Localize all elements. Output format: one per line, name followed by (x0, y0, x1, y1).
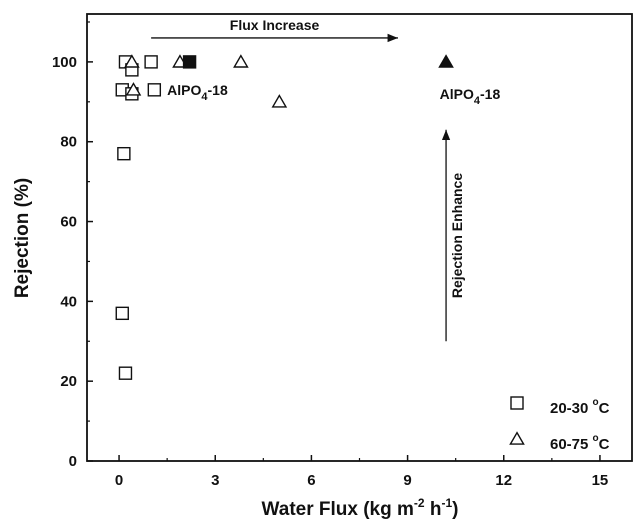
legend: 20-30 oC 60-75 oC (509, 396, 610, 453)
data-point-open-square (118, 366, 133, 380)
legend-marker-open-square (510, 396, 524, 410)
data-point-filled-triangle (438, 54, 454, 68)
x-tick-label: 15 (592, 472, 609, 489)
y-tick-label: 0 (69, 453, 77, 470)
annotation-label: AlPO4-18 (167, 82, 228, 103)
x-axis: 0 3 6 9 12 15 (115, 455, 608, 489)
data-point-open-square (115, 306, 129, 321)
data-point-open-triangle (124, 54, 140, 68)
data-point-open-square (147, 83, 162, 97)
legend-marker-open-triangle (509, 431, 525, 445)
x-tick-label: 0 (115, 472, 123, 489)
annotation-label: AlPO4-18 (440, 86, 501, 107)
annotation-label: Rejection Enhance (449, 173, 465, 298)
data-point-open-triangle (233, 54, 249, 68)
x-tick-label: 3 (211, 472, 219, 489)
y-tick-label: 40 (60, 293, 77, 310)
y-tick-label: 20 (60, 373, 77, 390)
y-tick-label: 60 (60, 214, 77, 231)
legend-label: 60-75 oC (550, 433, 610, 453)
data-point-filled-square (182, 55, 197, 69)
legend-label: 20-30 oC (550, 397, 610, 417)
x-axis-title: Water Flux (kg m-2 h-1) (262, 496, 459, 520)
y-axis-title: Rejection (%) (12, 178, 33, 298)
data-point-open-triangle (125, 82, 142, 96)
data-points (115, 54, 454, 380)
y-tick-label: 100 (52, 54, 77, 71)
x-tick-label: 12 (495, 472, 512, 489)
data-point-open-triangle (271, 94, 288, 108)
annotation-label: Flux Increase (230, 17, 320, 33)
x-tick-label: 9 (403, 472, 411, 489)
y-axis: 0 20 40 60 80 100 (52, 21, 93, 470)
data-point-open-square (117, 146, 131, 161)
y-tick-label: 80 (60, 134, 77, 151)
data-point-open-square (144, 55, 158, 69)
x-tick-label: 6 (307, 472, 315, 489)
annotations: AlPO4-18 AlPO4-18 Flux Increase Rejection E… (151, 17, 501, 342)
